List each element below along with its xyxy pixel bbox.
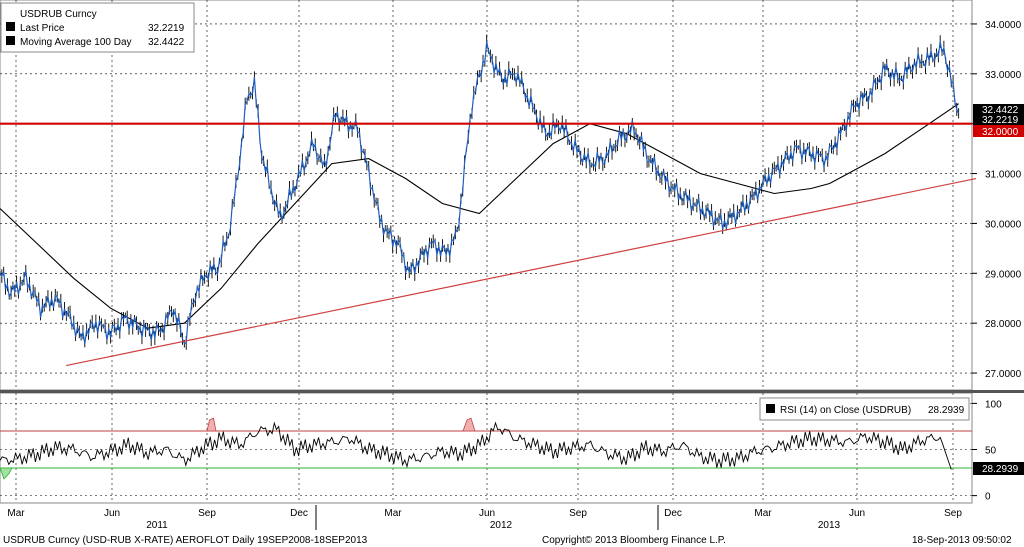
price-legend: USDRUB Curncy Last Price 32.2219 Moving … [0, 2, 195, 53]
ma-line [0, 103, 959, 329]
x-tick-label: Jun [849, 508, 865, 519]
rsi-legend-value: 28.2939 [928, 405, 965, 416]
price-line [0, 41, 960, 345]
year-label: 2012 [490, 520, 513, 531]
y-tick-label: 34.0000 [985, 20, 1022, 31]
rsi-legend-swatch [766, 404, 775, 413]
value-tags: 32.4422 32.2219 32.0000 28.2939 [973, 104, 1024, 475]
rsi-line [0, 421, 952, 470]
rsi-oversold-area [0, 467, 13, 480]
rsi-y-tick-label: 50 [985, 446, 997, 457]
ma-value-tag: 32.4422 [982, 105, 1019, 116]
x-tick-label: Sep [944, 508, 962, 519]
y-tick-label: 27.0000 [985, 369, 1022, 380]
footer-right: 18-Sep-2013 09:50:02 [912, 535, 1012, 546]
y-tick-label: 30.0000 [985, 219, 1022, 230]
x-tick-label: Sep [569, 508, 587, 519]
rsi-y-tick-label: 0 [985, 492, 991, 503]
footer-left: USDRUB Curncy (USD-RUB X-RATE) AEROFLOT … [3, 535, 368, 546]
x-tick-label: Sep [198, 508, 216, 519]
rsi-legend: RSI (14) on Close (USDRUB) 28.2939 [759, 397, 970, 421]
price-value-tag: 32.2219 [982, 115, 1019, 126]
last-price-legend-label: Last Price [20, 23, 65, 34]
year-label: 2011 [146, 520, 168, 531]
rsi-y-tick-label: 100 [985, 399, 1002, 410]
y-tick-label: 31.0000 [985, 170, 1022, 181]
last-price-series [0, 34, 960, 350]
x-axis: Mar Jun Sep Dec Mar Jun Sep Dec Mar Jun Sep 2011 201… [7, 505, 962, 531]
y-axis: 27.0000 28.0000 29.0000 30.0000 31.0000 32.00… [972, 20, 1022, 503]
rsi-overbought-area [206, 417, 217, 432]
last-price-legend-value: 32.2219 [148, 23, 185, 34]
last-price-legend-swatch [6, 22, 15, 31]
ma-legend-swatch [6, 36, 15, 45]
x-tick-label: Mar [7, 508, 25, 519]
x-tick-label: Jun [104, 508, 120, 519]
footer-center: Copyright© 2013 Bloomberg Finance L.P. [542, 535, 726, 546]
chart-title: USDRUB Curncy [20, 9, 97, 20]
y-tick-label: 29.0000 [985, 269, 1022, 280]
year-label: 2013 [818, 520, 841, 531]
x-tick-label: Mar [384, 508, 402, 519]
y-tick-label: 33.0000 [985, 70, 1022, 81]
rsi-value-tag: 28.2939 [982, 464, 1019, 475]
x-tick-label: Jun [479, 508, 495, 519]
moving-average-series [0, 103, 959, 329]
level-value-tag: 32.0000 [982, 127, 1019, 138]
ma-legend-value: 32.4422 [148, 37, 185, 48]
x-tick-label: Dec [664, 508, 682, 519]
rsi-series [0, 417, 972, 480]
rsi-overbought-area [462, 417, 476, 432]
trend-line [65, 177, 977, 367]
x-tick-label: Dec [290, 508, 308, 519]
x-tick-label: Mar [754, 508, 772, 519]
rsi-legend-label: RSI (14) on Close (USDRUB) [780, 405, 911, 416]
ma-legend-label: Moving Average 100 Day [20, 37, 132, 48]
reference-lines [0, 122, 977, 367]
y-tick-label: 28.0000 [985, 319, 1022, 330]
